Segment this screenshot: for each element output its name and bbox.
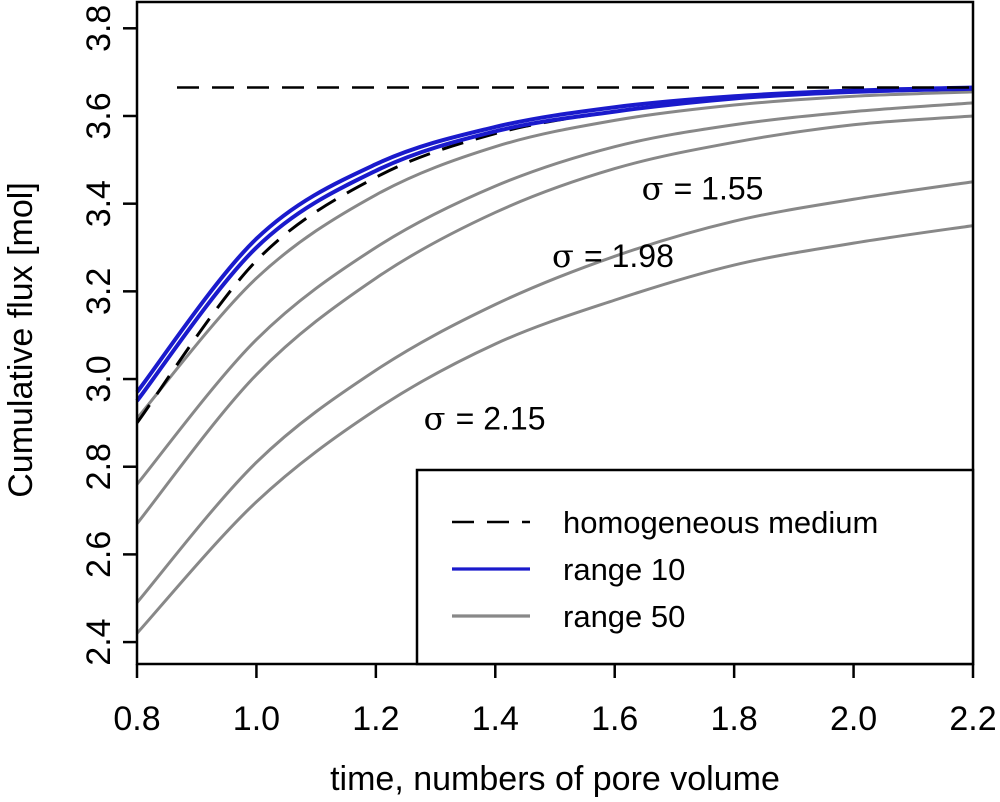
series-line-range-50-4	[135, 180, 974, 604]
y-tick-label: 3.8	[80, 5, 118, 52]
y-axis-title: Cumulative flux [mol]	[2, 182, 40, 498]
sigma-annotation: σ = 1.55	[642, 169, 764, 207]
x-tick-label: 0.8	[113, 700, 160, 738]
series-line-range-50-1	[135, 90, 974, 420]
series-line-range-50-3	[135, 114, 974, 525]
series-line-range-50-2	[135, 101, 974, 486]
x-axis-title: time, numbers of pore volume	[330, 760, 780, 798]
sigma-annotation: σ = 2.15	[424, 399, 546, 437]
y-tick-label: 3.6	[80, 92, 118, 139]
y-tick-label: 2.4	[80, 618, 118, 665]
series-layer	[135, 85, 974, 635]
series-line-range-10-2	[135, 86, 974, 403]
x-tick-label: 1.2	[352, 700, 399, 738]
legend-label: homogeneous medium	[563, 505, 878, 540]
y-tick-label: 3.4	[80, 180, 118, 227]
y-tick-label: 3.2	[80, 268, 118, 315]
series-line-range-50-5	[135, 224, 974, 635]
legend: homogeneous medium range 10 range 50	[415, 468, 975, 666]
x-tick-label: 2.2	[949, 700, 996, 738]
sigma-annotation: σ = 1.98	[552, 237, 674, 275]
legend-label: range 50	[563, 599, 685, 634]
y-axis: 2.4 2.6 2.8 3.0 3.2 3.4 3.6 3.8	[80, 5, 137, 666]
y-tick-label: 2.8	[80, 443, 118, 490]
x-tick-label: 2.0	[830, 700, 877, 738]
y-tick-label: 3.0	[80, 355, 118, 402]
legend-label: range 10	[563, 552, 685, 587]
x-tick-label: 1.6	[591, 700, 638, 738]
annotation-layer: σ = 1.55 σ = 1.98 σ = 2.15	[424, 169, 764, 437]
legend-box	[415, 468, 975, 666]
x-tick-label: 1.0	[233, 700, 280, 738]
x-tick-label: 1.4	[472, 700, 519, 738]
y-tick-label: 2.6	[80, 531, 118, 578]
x-tick-label: 1.8	[711, 700, 758, 738]
x-axis: 0.8 1.0 1.2 1.4 1.6 1.8 2.0 2.2	[113, 664, 997, 738]
